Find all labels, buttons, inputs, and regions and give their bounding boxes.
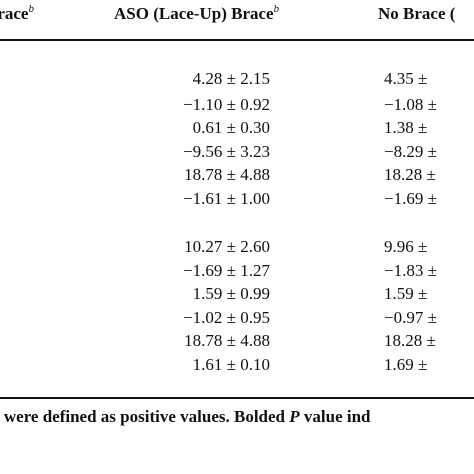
footer-rule bbox=[0, 397, 474, 399]
table-footnote: s were defined as positive values. Bolde… bbox=[0, 407, 371, 426]
cell-aso: 18.78 ± 4.88 bbox=[184, 331, 270, 350]
cell-aso: 0.61 ± 0.30 bbox=[192, 118, 270, 137]
column-header-brace: Braceb bbox=[0, 3, 34, 24]
cell-no-brace: −1.08 ± bbox=[384, 95, 437, 114]
column-header-aso-brace: ASO (Lace-Up) Braceb bbox=[114, 3, 280, 24]
cell-no-brace: 18.28 ± bbox=[384, 331, 436, 350]
cell-no-brace: −1.69 ± bbox=[384, 189, 437, 208]
cell-aso: 4.28 ± 2.15 bbox=[192, 69, 270, 88]
cell-aso: −1.02 ± 0.95 bbox=[183, 308, 270, 327]
cell-no-brace: 9.96 ± bbox=[384, 237, 428, 256]
cell-no-brace: 18.28 ± bbox=[384, 165, 436, 184]
cell-no-brace: −0.97 ± bbox=[384, 308, 437, 327]
header-rule bbox=[0, 39, 474, 41]
cell-no-brace: −1.83 ± bbox=[384, 261, 437, 280]
cell-aso: −9.56 ± 3.23 bbox=[183, 142, 270, 161]
cell-no-brace: 1.69 ± bbox=[384, 355, 428, 374]
cell-aso: 1.61 ± 0.10 bbox=[192, 355, 270, 374]
cell-no-brace: −8.29 ± bbox=[384, 142, 437, 161]
cell-aso: 18.78 ± 4.88 bbox=[184, 165, 270, 184]
cell-aso: −1.69 ± 1.27 bbox=[183, 261, 270, 280]
cell-aso: 10.27 ± 2.60 bbox=[184, 237, 270, 256]
cell-aso: −1.61 ± 1.00 bbox=[183, 189, 270, 208]
cell-no-brace: 4.35 ± bbox=[384, 69, 428, 88]
column-header-no-brace: No Brace ( bbox=[378, 4, 456, 23]
cell-aso: 1.59 ± 0.99 bbox=[192, 284, 270, 303]
cell-aso: −1.10 ± 0.92 bbox=[183, 95, 270, 114]
cell-no-brace: 1.38 ± bbox=[384, 118, 428, 137]
cell-no-brace: 1.59 ± bbox=[384, 284, 428, 303]
